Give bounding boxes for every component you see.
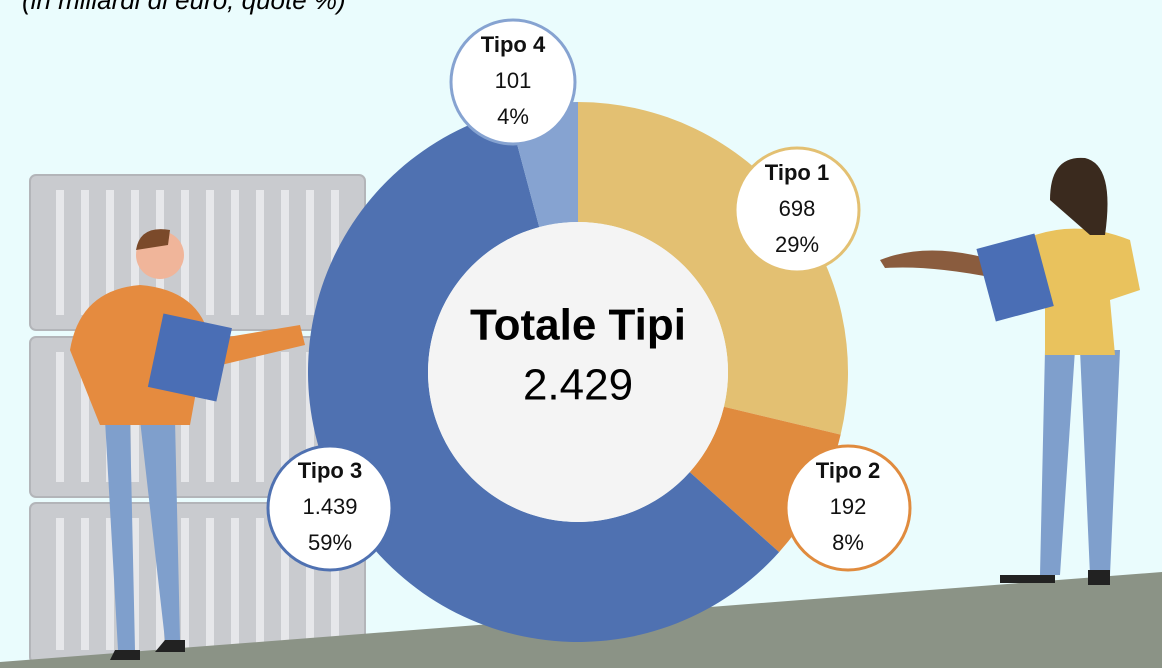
value-label: 698 [779, 196, 816, 221]
category-label: Tipo 2 [816, 458, 880, 483]
center-title: Totale Tipi [470, 301, 686, 350]
center-value: 2.429 [523, 361, 633, 410]
value-label: 1.439 [302, 494, 357, 519]
percent-label: 59% [308, 530, 352, 555]
subtitle: (in miliardi di euro, quote %) [22, 0, 346, 15]
percent-label: 8% [832, 530, 864, 555]
percent-label: 29% [775, 232, 819, 257]
infographic: (in miliardi di euro, quote %) Totale Ti… [0, 0, 1162, 668]
percent-label: 4% [497, 104, 529, 129]
value-label: 101 [495, 68, 532, 93]
category-label: Tipo 1 [765, 160, 829, 185]
category-label: Tipo 4 [481, 32, 546, 57]
value-label: 192 [830, 494, 867, 519]
category-label: Tipo 3 [298, 458, 362, 483]
